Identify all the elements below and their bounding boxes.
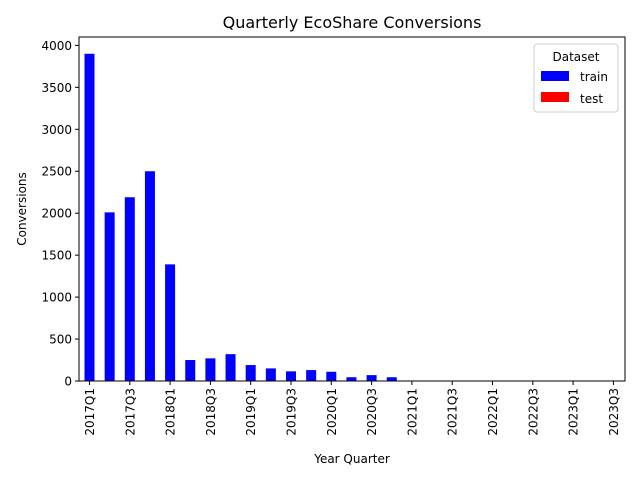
x-axis: 2017Q1 2017Q3 2018Q1 2018Q3 2019Q1 2019Q3 2020… <box>83 381 621 436</box>
legend-swatch-train <box>541 71 569 81</box>
bar-train-2018Q4 <box>225 354 236 381</box>
y-tick-label: 1000 <box>41 291 72 305</box>
bar-train-2019Q3 <box>286 371 296 381</box>
legend: Dataset train test <box>533 43 619 113</box>
bar-train-2019Q1 <box>245 365 256 381</box>
bar-train-2018Q3 <box>205 358 216 381</box>
bar-train-2017Q3 <box>124 197 135 381</box>
y-tick-label: 2000 <box>41 207 72 221</box>
x-tick-label: 2019Q3 <box>285 388 299 436</box>
y-tick-label: 1500 <box>41 249 72 263</box>
x-tick-label: 2021Q1 <box>405 388 419 436</box>
bar-train-2020Q2 <box>346 377 357 381</box>
x-tick-label: 2020Q1 <box>325 388 339 436</box>
x-tick-label: 2020Q3 <box>365 388 379 436</box>
x-tick-label: 2018Q3 <box>204 388 218 436</box>
bar-train-2017Q4 <box>144 171 155 381</box>
bar-train-2020Q4 <box>386 377 397 381</box>
legend-swatch-test <box>541 92 569 102</box>
bars <box>84 53 397 381</box>
x-axis-label: Year Quarter <box>313 452 390 466</box>
bar-train-2019Q4 <box>306 370 317 381</box>
bar-train-2018Q1 <box>165 264 176 381</box>
legend-label-test: test <box>580 92 603 106</box>
y-tick-label: 500 <box>49 333 72 347</box>
x-tick-label: 2018Q1 <box>164 388 178 436</box>
x-tick-label: 2022Q3 <box>526 388 540 436</box>
y-tick-label: 3500 <box>41 81 72 95</box>
x-tick-label: 2021Q3 <box>446 388 460 436</box>
y-axis: 0 500 1000 1500 2000 2500 3000 3500 4000 <box>41 39 79 389</box>
bar-train-2017Q1 <box>84 53 95 381</box>
legend-title: Dataset <box>553 50 600 64</box>
x-tick-label: 2022Q1 <box>486 388 500 436</box>
bar-train-2020Q1 <box>326 371 337 381</box>
y-tick-label: 4000 <box>41 39 72 53</box>
bar-train-2018Q2 <box>185 360 196 381</box>
bar-train-2017Q2 <box>104 212 115 381</box>
y-tick-label: 0 <box>64 375 72 389</box>
x-tick-label: 2019Q1 <box>244 388 258 436</box>
y-axis-label: Conversions <box>15 172 29 246</box>
chart-title: Quarterly EcoShare Conversions <box>223 13 482 32</box>
y-tick-label: 3000 <box>41 123 72 137</box>
y-tick-label: 2500 <box>41 165 72 179</box>
x-tick-label: 2023Q3 <box>607 388 621 436</box>
plot-frame <box>78 36 626 382</box>
legend-label-train: train <box>580 70 608 84</box>
x-tick-label: 2017Q1 <box>83 388 97 436</box>
bar-train-2019Q2 <box>265 368 276 381</box>
x-tick-label: 2017Q3 <box>123 388 137 436</box>
x-tick-label: 2023Q1 <box>567 388 581 436</box>
bar-train-2020Q3 <box>366 375 377 381</box>
